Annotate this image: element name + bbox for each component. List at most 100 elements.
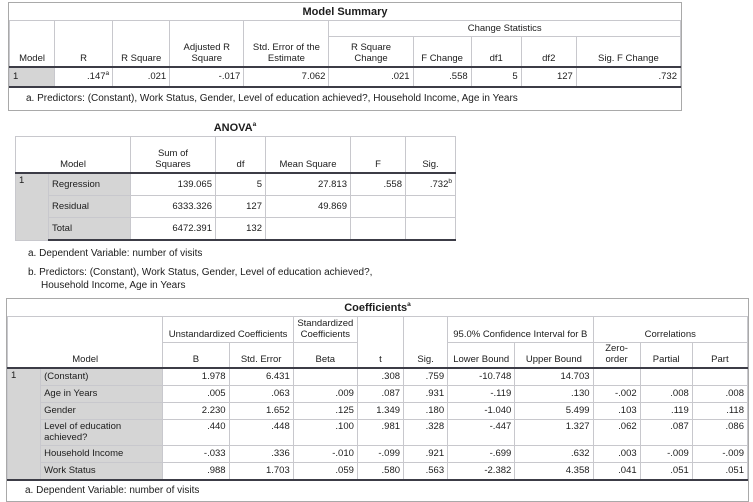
cell-zero-order: .041	[592, 461, 641, 481]
cell-row-label: Residual	[48, 195, 131, 218]
col-header-zero-order: Zero-order	[592, 341, 641, 369]
anova-title-text: ANOVA	[213, 122, 253, 134]
cell-beta	[292, 367, 358, 386]
col-header-r-square-change-label: R Square Change	[350, 42, 392, 65]
cell-df: 127	[215, 195, 266, 218]
coef-row-constant: 1 (Constant) 1.978 6.431 .308 .759 -10.7…	[6, 367, 749, 481]
cell-sum-of-squares: 6472.391	[130, 217, 216, 241]
cell-lower-bound: -1.040	[447, 401, 516, 420]
cell-sum-of-squares: 6333.326	[130, 195, 216, 218]
cell-part: .118	[691, 401, 749, 420]
coefficients-table: Model Unstandardized Coefficients Standa…	[6, 315, 749, 481]
cell-lower-bound: -.119	[447, 384, 516, 403]
coef-row-gender: Gender 2.230 1.652 .125 1.349 .180 -1.04…	[8, 401, 749, 420]
col-header-t: t	[356, 315, 405, 369]
anova-title: ANOVAa	[15, 119, 455, 136]
col-header-model: Model	[6, 315, 164, 369]
coefficients-title-text: Coefficients	[344, 302, 408, 314]
col-header-df1: df1	[470, 36, 522, 68]
model-summary-table-frame: Model Summary Model R R Square Adjusted …	[8, 2, 682, 111]
cell-sig	[405, 217, 456, 241]
cell-partial: -.009	[639, 444, 693, 463]
cell-f-change: .558	[412, 66, 472, 88]
cell-predictor-label: Gender	[40, 401, 164, 420]
cell-part: -.009	[691, 444, 749, 463]
cell-sig: .732b	[405, 172, 456, 196]
cell-t: .308	[356, 367, 405, 386]
cell-b: 2.230	[162, 401, 230, 420]
col-group-unstandardized-coefficients: Unstandardized Coefficients	[162, 316, 294, 343]
cell-b: .988	[162, 461, 230, 481]
cell-std-error: 1.703	[228, 461, 294, 481]
coef-row-age-in-years: Age in Years .005 .063 .009 .087 .931 -.…	[8, 384, 749, 403]
cell-sig: .759	[403, 367, 449, 386]
cell-model-number: 1	[8, 66, 56, 88]
cell-lower-bound: -2.382	[447, 461, 516, 481]
anova-table-section: ANOVAa Model Sum of Squares df Mean Squa…	[15, 119, 456, 292]
cell-part: .086	[691, 418, 749, 446]
cell-part: .051	[691, 461, 749, 481]
cell-model-number: 1	[6, 367, 42, 481]
cell-sig	[405, 195, 456, 218]
cell-part: .008	[691, 384, 749, 403]
coef-row-work-status: Work Status .988 1.703 .059 .580 .563 -2…	[8, 461, 749, 481]
cell-t: .087	[356, 384, 405, 403]
col-header-df2: df2	[520, 36, 577, 68]
cell-predictor-label: Level of education achieved?	[40, 418, 164, 446]
col-header-partial: Partial	[639, 341, 693, 369]
cell-upper-bound: 1.327	[514, 418, 594, 446]
col-header-std-error-estimate: Std. Error of the Estimate	[243, 20, 330, 68]
cell-df2: 127	[520, 66, 577, 88]
col-header-df: df	[215, 136, 266, 174]
cell-partial: .119	[639, 401, 693, 420]
anova-table: Model Sum of Squares df Mean Square F Si…	[15, 136, 456, 241]
col-header-std-error: Std. Error	[228, 341, 294, 369]
cell-beta: .125	[292, 401, 358, 420]
col-header-upper-bound: Upper Bound	[514, 341, 594, 369]
cell-std-error: 6.431	[228, 367, 294, 386]
sig-superscript: b	[448, 177, 452, 185]
cell-sum-of-squares: 139.065	[130, 172, 216, 196]
cell-beta: .009	[292, 384, 358, 403]
cell-mean-square	[265, 217, 351, 241]
cell-zero-order: .103	[592, 401, 641, 420]
anova-row-total: Total 6472.391 132	[16, 217, 456, 241]
col-group-confidence-interval: 95.0% Confidence Interval for B	[447, 316, 594, 343]
col-group-change-statistics: Change Statistics	[328, 20, 681, 37]
col-header-f: F	[350, 136, 406, 174]
cell-sig: .180	[403, 401, 449, 420]
cell-lower-bound: -.447	[447, 418, 516, 446]
cell-sig-f-change: .732	[575, 66, 682, 88]
cell-predictor-label: Age in Years	[40, 384, 164, 403]
cell-partial: .087	[639, 418, 693, 446]
col-header-model: Model	[8, 20, 56, 68]
r-superscript: a	[105, 70, 110, 78]
r-value: .147	[87, 71, 106, 83]
coefficients-title-superscript: a	[407, 301, 411, 308]
cell-mean-square: 27.813	[265, 172, 351, 196]
cell-upper-bound: 4.358	[514, 461, 594, 481]
col-group-standardized-coefficients: Standardized Coefficients	[292, 316, 358, 343]
anova-footnote-b-line2: Household Income, Age in Years	[41, 280, 186, 291]
cell-df: 5	[215, 172, 266, 196]
cell-zero-order	[592, 367, 641, 386]
cell-b: .440	[162, 418, 230, 446]
cell-sig: .328	[403, 418, 449, 446]
cell-f: .558	[350, 172, 406, 196]
cell-std-error: .336	[228, 444, 294, 463]
cell-std-error: 1.652	[228, 401, 294, 420]
cell-sig: .563	[403, 461, 449, 481]
cell-sig: .931	[403, 384, 449, 403]
cell-mean-square: 49.869	[265, 195, 351, 218]
cell-t: .580	[356, 461, 405, 481]
cell-adjusted-r-square: -.017	[169, 66, 245, 88]
model-summary-table: Model R R Square Adjusted R Square Std. …	[8, 20, 682, 88]
cell-std-error: .063	[228, 384, 294, 403]
cell-upper-bound: 14.703	[514, 367, 594, 386]
cell-b: .005	[162, 384, 230, 403]
cell-t: 1.349	[356, 401, 405, 420]
cell-t: -.099	[356, 444, 405, 463]
col-header-part: Part	[691, 341, 749, 369]
cell-partial: .008	[639, 384, 693, 403]
cell-r: .147a	[54, 66, 114, 88]
